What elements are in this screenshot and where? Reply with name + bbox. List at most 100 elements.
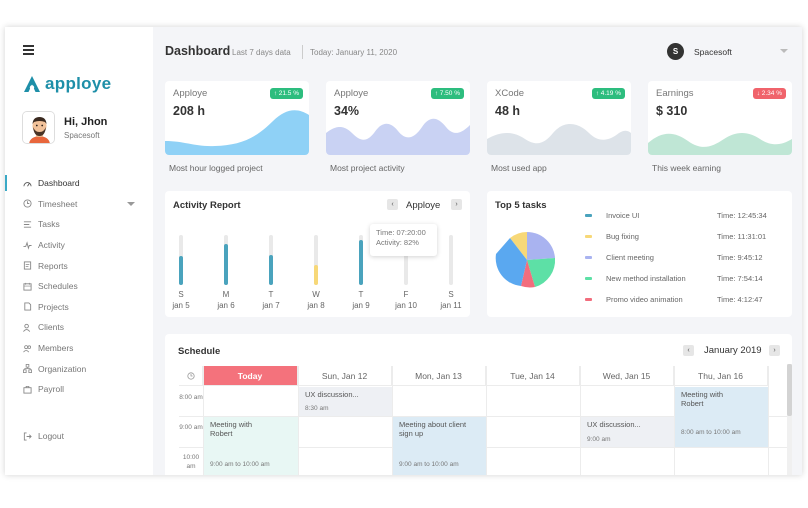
stat-change-badge: ↑ 7.50 % [430,88,464,99]
sidebar-item-projects[interactable]: Projects [5,297,153,318]
stat-value: 34% [334,104,360,118]
next-month-button[interactable]: › [769,345,780,356]
activity-icon [23,240,32,250]
sidebar-item-members[interactable]: Members [5,338,153,359]
page-header: Dashboard Last 7 days data Today: Januar… [165,43,795,64]
stat-card-earnings: Earnings $ 310 ↓ 2.34 % [648,81,792,155]
hamburger-menu-icon[interactable] [23,45,34,57]
task-name: Invoice UI [606,211,640,220]
tooltip-time: Time: 07:20:00 [376,228,426,237]
sidebar-nav: Dashboard Timesheet Tasks Activity Repor… [5,173,153,400]
logout-button[interactable]: Logout [23,431,64,441]
schedule-event[interactable]: UX discussion... 8:30 am [299,387,392,416]
previous-month-button[interactable]: ‹ [683,345,694,356]
schedule-event[interactable]: Meeting with Robert 9:00 am to 10:00 am [204,417,298,475]
pie-slice-promo-video-animation[interactable] [521,260,535,288]
chevron-down-icon[interactable] [780,49,788,53]
schedule-event[interactable]: Meeting with Robert 8:00 am to 10:00 am [675,387,768,447]
activity-project-selector[interactable]: Apploye [406,200,441,211]
task-item[interactable]: Promo video animation Time: 4:12:47 [585,295,775,307]
next-project-button[interactable]: › [451,199,462,210]
task-item[interactable]: Client meeting Time: 9:45:12 [585,253,775,265]
stat-card-app-usage: XCode 48 h ↑ 4.19 % [487,81,631,155]
sidebar-item-label: Schedules [38,281,78,292]
sidebar-item-activity[interactable]: Activity [5,235,153,256]
task-item[interactable]: New method installation Time: 7:54:14 [585,274,775,286]
stat-value: $ 310 [656,104,688,118]
apploye-logo-icon [24,76,40,92]
event-time: 8:00 am to 10:00 am [681,429,741,436]
sidebar-item-payroll[interactable]: Payroll [5,379,153,400]
organization-icon [23,364,32,374]
sidebar-item-dashboard[interactable]: Dashboard [5,173,153,194]
sidebar-item-schedules[interactable]: Schedules [5,276,153,297]
brand-logo: apploye [23,74,111,94]
task-name: Bug fixing [606,232,639,241]
sidebar-item-reports[interactable]: Reports [5,255,153,276]
schedule-event[interactable]: UX discussion... 9:00 am [581,417,674,447]
stat-value: 208 h [173,104,205,118]
sidebar-item-tasks[interactable]: Tasks [5,214,153,235]
clients-icon [23,323,31,332]
sidebar: apploye Hi, Jhon Spacesoft [5,27,153,475]
stat-value: 48 h [495,104,521,118]
sidebar-item-organization[interactable]: Organization [5,358,153,379]
organization-name: Spacesoft [694,46,732,57]
organization-switcher[interactable]: S Spacesoft [667,43,732,60]
stat-label: Earnings [656,88,694,99]
column-header-day[interactable]: Mon, Jan 13 [392,366,486,386]
schedule-scrollbar[interactable] [787,364,792,475]
schedule-panel: Schedule ‹ January 2019 › Today Sun, Jan… [165,334,792,475]
user-profile[interactable]: Hi, Jhon Spacesoft [22,111,107,144]
stat-caption: Most used app [491,163,547,173]
sidebar-item-clients[interactable]: Clients [5,317,153,338]
time-column-header [179,366,203,386]
top-tasks-title: Top 5 tasks [495,200,547,211]
sidebar-item-label: Payroll [38,384,64,395]
stat-caption: This week earning [652,163,721,173]
sidebar-item-label: Projects [38,301,69,312]
previous-project-button[interactable]: ‹ [387,199,398,210]
brand-name: apploye [45,74,112,93]
stat-label: XCode [495,88,525,99]
stat-wave-chart [487,124,631,155]
schedule-grid: Today Sun, Jan 12 Mon, Jan 13 Tue, Jan 1… [179,366,788,475]
chevron-down-icon[interactable] [127,201,135,206]
pie-slice-bug-fixing[interactable] [510,232,527,260]
task-name: New method installation [606,274,686,283]
sidebar-item-label: Organization [38,363,87,374]
column-header-day[interactable]: Wed, Jan 15 [580,366,674,386]
sidebar-item-label: Timesheet [38,198,78,209]
header-divider [302,45,303,59]
event-time: 9:00 am to 10:00 am [399,461,459,468]
reports-icon [23,261,32,270]
pie-slice-invoice-ui[interactable] [495,238,527,286]
user-name: Hi, Jhon [64,115,108,128]
pie-slice-new-method-installation[interactable] [527,258,556,287]
column-header-day[interactable]: Tue, Jan 14 [486,366,580,386]
event-time: 9:00 am [587,436,611,443]
tooltip-activity: Activity: 82% [376,238,419,247]
dashboard-icon [23,181,32,187]
event-title: UX discussion... [305,390,359,399]
sidebar-item-timesheet[interactable]: Timesheet [5,194,153,215]
page-title: Dashboard [165,44,231,58]
column-header-day[interactable]: Sun, Jan 12 [298,366,392,386]
pie-slice-client-meeting[interactable] [527,231,555,260]
scrollbar-thumb[interactable] [787,364,792,416]
stat-label: Apploye [173,88,208,99]
stat-caption: Most project activity [330,163,405,173]
top-tasks-panel: Top 5 tasks Invoice UI Time: 12:45:34 Bu… [487,191,792,317]
stat-card-project-activity: Apploye 34% ↑ 7.50 % [326,81,470,155]
event-title: Meeting with Robert [681,390,724,408]
sidebar-item-label: Activity [38,240,65,251]
schedule-event[interactable]: Meeting about client sign up 9:00 am to … [393,417,486,475]
task-item[interactable]: Invoice UI Time: 12:45:34 [585,211,775,223]
column-header-today[interactable]: Today [203,366,298,386]
time-slot-label: 10:00 am [182,454,200,470]
column-header-day[interactable]: Thu, Jan 16 [674,366,768,386]
task-name: Promo video animation [606,295,683,304]
logout-icon [23,431,32,441]
task-item[interactable]: Bug fixing Time: 11:31:01 [585,232,775,244]
chevron-right-icon: › [773,347,776,354]
